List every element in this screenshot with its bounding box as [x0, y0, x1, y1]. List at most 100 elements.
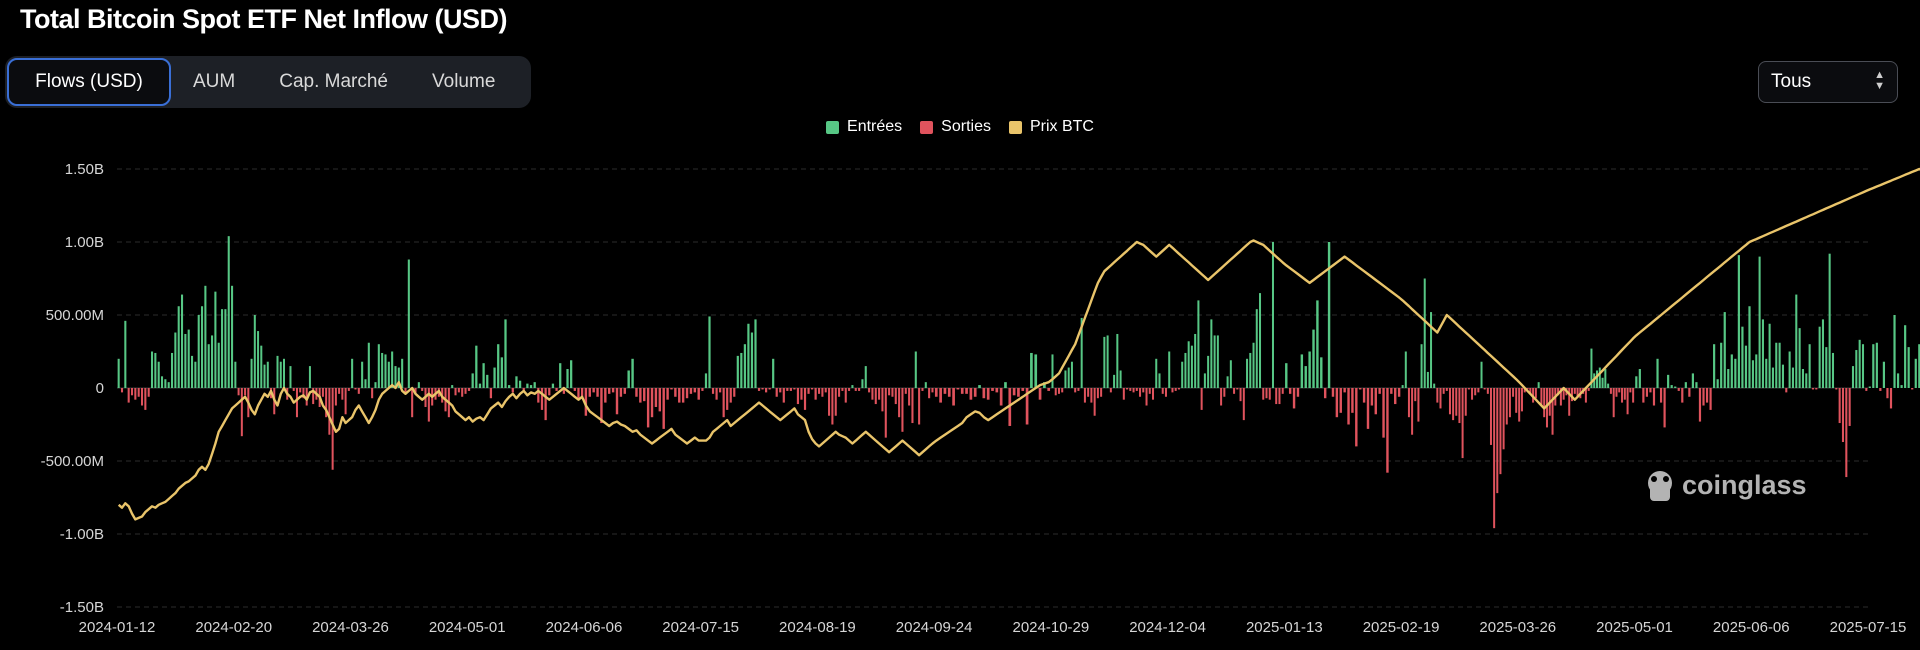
inflow-bar: [1808, 344, 1811, 388]
outflow-bar: [1811, 388, 1814, 390]
tab-aum[interactable]: AUM: [193, 71, 236, 92]
outflow-bar: [454, 388, 457, 396]
x-tick-label: 2025-06-06: [1713, 619, 1790, 636]
outflow-bar: [1083, 388, 1086, 403]
outflow-bar: [328, 388, 331, 435]
outflow-bar: [796, 388, 800, 405]
outflow-bar: [1265, 388, 1268, 399]
inflow-bar: [1187, 341, 1190, 388]
inflow-bar: [194, 361, 197, 388]
outflow-bar: [901, 388, 904, 432]
range-select[interactable]: Tous ▲ ▼: [1758, 61, 1898, 103]
outflow-bar: [604, 388, 607, 403]
outflow-bar: [1474, 388, 1477, 396]
legend-item-outflow[interactable]: Sorties: [920, 118, 991, 136]
inflow-bar: [124, 320, 127, 388]
outflow-bar: [789, 388, 792, 391]
outflow-bar: [1417, 388, 1420, 422]
outflow-bar: [555, 388, 558, 391]
inflow-bar: [1158, 373, 1161, 388]
outflow-bar: [685, 388, 689, 399]
outflow-bar: [947, 388, 951, 397]
inflow-bar: [394, 366, 397, 388]
outflow-bar: [1054, 388, 1057, 396]
inflow-bar: [384, 354, 387, 388]
inflow-bar: [253, 315, 256, 388]
y-tick-label: 1.00B: [65, 234, 104, 251]
outflow-bar: [1220, 388, 1223, 406]
outflow-bar: [1845, 388, 1848, 478]
inflow-bar: [1900, 385, 1903, 388]
inflow-bar: [1695, 382, 1698, 388]
outflow-bar: [1061, 388, 1064, 393]
outflow-bar: [943, 388, 947, 394]
inflow-bar: [551, 383, 555, 388]
outflow-bar: [1366, 388, 1370, 429]
outflow-bar: [928, 388, 931, 399]
inflow-bar: [164, 379, 167, 388]
inflow-bar: [1106, 335, 1109, 388]
outflow-bar: [1663, 388, 1666, 428]
inflow-bar: [361, 361, 364, 388]
outflow-bar: [891, 388, 894, 397]
inflow-bar: [204, 285, 207, 388]
outflow-bar: [1335, 388, 1339, 418]
inflow-bar: [631, 358, 634, 388]
tab-volume[interactable]: Volume: [432, 71, 496, 92]
inflow-bar: [276, 355, 279, 388]
legend-item-price[interactable]: Prix BTC: [1008, 118, 1094, 136]
outflow-bar: [548, 388, 551, 396]
inflow-bar: [167, 382, 170, 388]
x-tick-label: 2024-01-12: [79, 619, 156, 636]
inflow-bar: [197, 315, 200, 388]
outflow-bar: [1025, 388, 1029, 425]
legend-item-inflow[interactable]: Entrées: [826, 118, 902, 136]
outflow-bar: [357, 388, 360, 394]
outflow-bar: [1288, 388, 1292, 394]
outflow-bar: [1526, 388, 1529, 390]
inflow-bar: [1004, 382, 1007, 388]
inflow-bar: [187, 329, 190, 388]
tab-flows[interactable]: Flows (USD): [7, 58, 171, 106]
outflow-bar: [1407, 388, 1410, 418]
outflow-bar: [1275, 388, 1278, 405]
inflow-bar: [1304, 366, 1307, 388]
inflow-bar: [1798, 328, 1801, 388]
outflow-bar: [939, 388, 942, 403]
outflow-bar: [782, 388, 785, 403]
outflow-bar: [1390, 388, 1393, 394]
outflow-bar: [1612, 388, 1615, 418]
outflow-bar: [1609, 388, 1612, 394]
inflow-bar: [177, 306, 180, 388]
inflow-bar: [1896, 373, 1900, 388]
outflow-bar: [1233, 388, 1236, 394]
outflow-bar: [1296, 388, 1300, 397]
inflow-bar: [1691, 373, 1694, 388]
inflow-bar: [1308, 351, 1311, 388]
x-tick-label: 2024-07-15: [662, 619, 739, 636]
inflow-bar: [1748, 306, 1751, 388]
inflow-bar: [1818, 326, 1821, 388]
outflow-bar: [1652, 388, 1656, 406]
inflow-bar: [1751, 360, 1754, 388]
outflow-bar: [894, 388, 897, 405]
inflow-bar: [1855, 350, 1858, 388]
inflow-bar: [1713, 344, 1716, 388]
inflow-bar: [1635, 376, 1638, 388]
outflow-bar: [678, 388, 681, 403]
outflow-bar: [1017, 388, 1020, 397]
tab-market-cap[interactable]: Cap. Marché: [279, 71, 389, 92]
outflow-bar: [1370, 388, 1374, 406]
outflow-bar: [1292, 388, 1296, 409]
inflow-bar: [1918, 344, 1920, 388]
inflow-bar: [978, 385, 981, 388]
outflow-bar: [646, 388, 650, 428]
outflow-bar: [1461, 388, 1464, 459]
outflow-bar: [1122, 388, 1125, 400]
outflow-bar: [1523, 388, 1526, 393]
outflow-bar: [1709, 388, 1712, 410]
inflow-bar: [1893, 315, 1896, 388]
y-tick-label: 1.50B: [65, 161, 104, 178]
outflow-bar: [956, 388, 960, 390]
inflow-bar: [1043, 382, 1046, 388]
